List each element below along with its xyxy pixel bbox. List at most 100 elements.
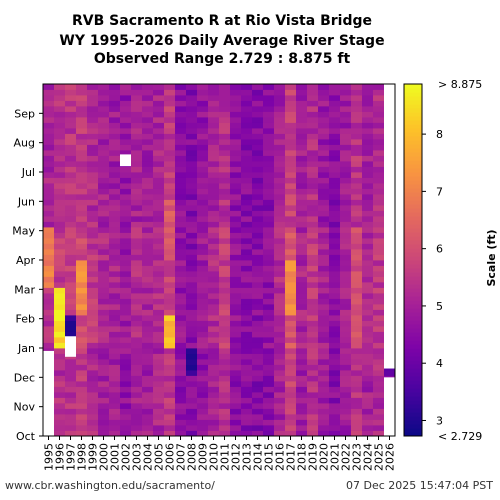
heatmap-cell (362, 298, 374, 305)
heatmap-cell (318, 111, 330, 118)
heatmap-cell (76, 403, 88, 409)
heatmap-cell (329, 133, 341, 140)
heatmap-cell (329, 177, 341, 184)
heatmap-cell (219, 309, 231, 316)
heatmap-cell (197, 238, 209, 244)
heatmap-cell (296, 287, 308, 294)
heatmap-cell (241, 95, 253, 101)
heatmap-cell (219, 326, 231, 332)
heatmap-cell (351, 100, 363, 107)
heatmap-cell (219, 315, 231, 321)
heatmap-cell (142, 364, 154, 371)
heatmap-cell (43, 249, 55, 255)
heatmap-cell (87, 205, 99, 211)
heatmap-cell (307, 265, 319, 272)
heatmap-cell (43, 326, 55, 332)
heatmap-cell (98, 326, 110, 332)
heatmap-cell (175, 199, 187, 206)
heatmap-cell (362, 144, 374, 151)
heatmap-cell (142, 117, 154, 123)
heatmap-cell (351, 166, 363, 173)
heatmap-cell (318, 287, 330, 294)
heatmap-cell (175, 139, 187, 145)
heatmap-cell (340, 199, 352, 206)
heatmap-cell (43, 271, 55, 277)
footer-source-url[interactable]: www.cbr.washington.edu/sacramento/ (5, 479, 215, 492)
heatmap-cell (318, 188, 330, 195)
heatmap-cell (274, 100, 286, 107)
heatmap-cell (65, 276, 77, 283)
heatmap-cell (98, 106, 110, 112)
heatmap-cell (230, 397, 242, 404)
heatmap-cell (43, 199, 55, 206)
heatmap-cell (43, 260, 55, 266)
heatmap-cell (120, 408, 132, 415)
heatmap-cell (274, 298, 286, 305)
heatmap-cell (197, 337, 209, 343)
heatmap-cell (362, 315, 374, 321)
heatmap-cell (263, 287, 275, 294)
heatmap-cell (340, 414, 352, 420)
heatmap-cell (65, 282, 77, 288)
heatmap-cell (252, 194, 264, 200)
heatmap-cell (296, 122, 308, 129)
heatmap-cell (65, 166, 77, 173)
heatmap-cell (362, 370, 374, 376)
heatmap-cell (230, 210, 242, 217)
heatmap-cell (131, 243, 143, 250)
heatmap-cell (186, 414, 198, 420)
heatmap-cell (285, 364, 297, 371)
heatmap-cell (153, 166, 165, 173)
heatmap-cell (87, 375, 99, 382)
heatmap-cell (373, 177, 385, 184)
heatmap-cell (329, 260, 341, 266)
heatmap-cell (65, 271, 77, 277)
heatmap-cell (208, 117, 220, 123)
heatmap-cell (131, 199, 143, 206)
heatmap-cell (274, 216, 286, 222)
heatmap-cell (285, 282, 297, 288)
heatmap-cell (120, 414, 132, 420)
heatmap-cell (362, 419, 374, 426)
heatmap-cell (340, 254, 352, 261)
heatmap-cell (164, 183, 176, 189)
heatmap-cell (241, 397, 253, 404)
heatmap-cell (219, 249, 231, 255)
heatmap-cell (175, 403, 187, 409)
heatmap-cell (54, 205, 66, 211)
heatmap-cell (329, 271, 341, 277)
heatmap-cell (54, 161, 66, 167)
heatmap-cell (197, 331, 209, 338)
heatmap-cell (142, 353, 154, 360)
heatmap-cell (120, 199, 132, 206)
heatmap-cell (120, 249, 132, 255)
heatmap-cell (142, 128, 154, 134)
heatmap-cell (186, 342, 198, 349)
heatmap-cell (307, 337, 319, 343)
heatmap-cell (54, 337, 66, 343)
heatmap-cell (340, 172, 352, 178)
heatmap-cell (230, 276, 242, 283)
heatmap-cell (87, 122, 99, 129)
heatmap-cell (219, 298, 231, 305)
heatmap-cell (230, 337, 242, 343)
heatmap-cell (208, 304, 220, 310)
heatmap-cell (197, 298, 209, 305)
colorbar-segment (404, 284, 422, 289)
colorbar-segment (404, 236, 422, 241)
heatmap-cell (296, 84, 308, 90)
heatmap-cell (142, 337, 154, 343)
heatmap-cell (340, 353, 352, 360)
heatmap-cell (285, 425, 297, 431)
heatmap-cell (164, 227, 176, 233)
heatmap-cell (186, 353, 198, 360)
heatmap-cell (263, 414, 275, 420)
heatmap-cell (241, 320, 253, 327)
heatmap-cell (351, 309, 363, 316)
heatmap-cell (109, 139, 121, 145)
heatmap-cell (362, 364, 374, 371)
heatmap-cell (307, 414, 319, 420)
heatmap-cell (142, 370, 154, 376)
heatmap-cell (362, 386, 374, 393)
heatmap-cell (230, 254, 242, 261)
